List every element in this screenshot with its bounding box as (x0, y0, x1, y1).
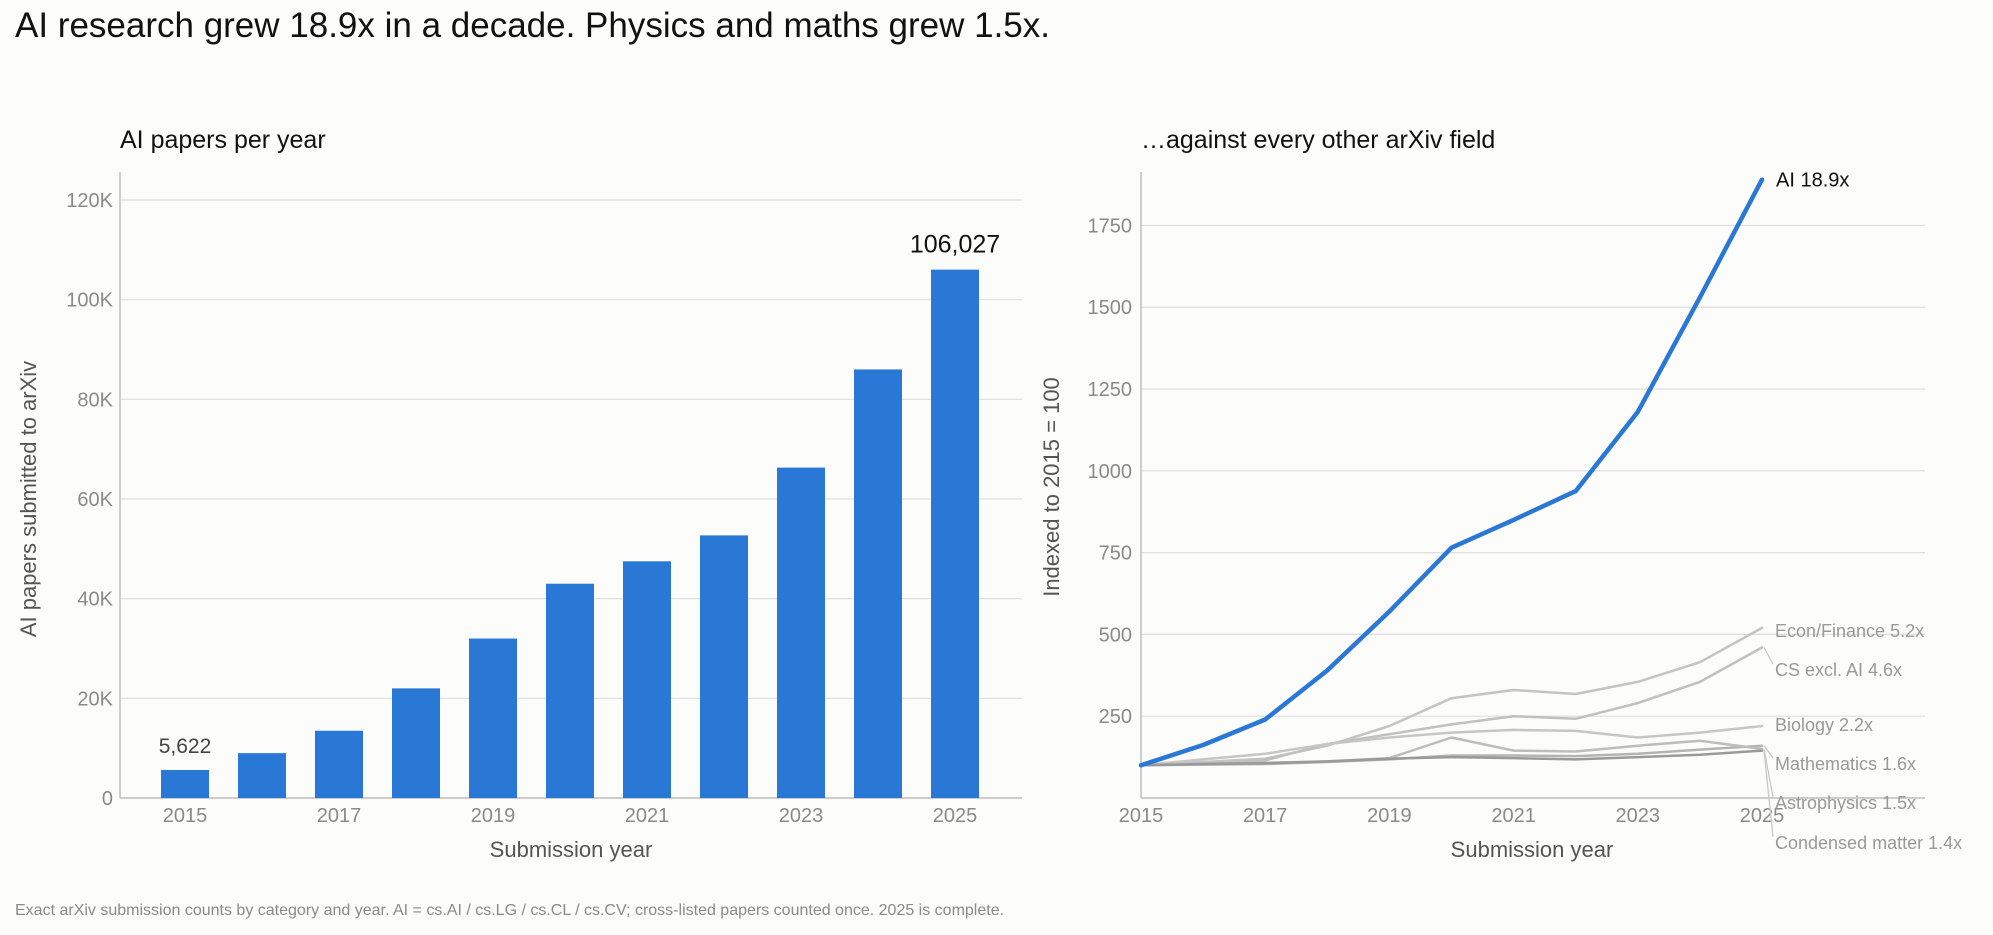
series-label: Mathematics 1.6x (1775, 754, 1916, 774)
y-tick-label: 500 (1099, 624, 1132, 646)
series-line (1139, 646, 1764, 767)
x-tick-label: 2019 (1367, 805, 1412, 827)
y-tick-label: 100K (66, 290, 113, 312)
bar (392, 688, 440, 798)
x-axis-title: Submission year (1451, 837, 1614, 862)
y-tick-label: 80K (77, 389, 113, 411)
y-tick-label: 1750 (1088, 215, 1133, 237)
y-tick-label: 1000 (1088, 461, 1133, 483)
x-tick-label: 2021 (625, 805, 670, 827)
x-tick-label: 2025 (1740, 805, 1785, 827)
leader-line (1763, 750, 1774, 838)
series-line (1139, 749, 1764, 767)
x-tick-label: 2015 (1119, 805, 1164, 827)
series-label: Biology 2.2x (1775, 715, 1873, 735)
x-tick-label: 2023 (779, 805, 824, 827)
bar (700, 535, 748, 798)
series-label-ai: AI 18.9x (1776, 170, 1849, 192)
x-tick-label: 2021 (1491, 805, 1536, 827)
footnote: Exact arXiv submission counts by categor… (15, 902, 1005, 919)
x-tick-label: 2017 (317, 805, 362, 827)
y-tick-label: 120K (66, 190, 113, 212)
y-axis-title: Indexed to 2015 = 100 (1039, 377, 1064, 597)
bar (931, 269, 979, 799)
y-axis-title: AI papers submitted to arXiv (16, 361, 41, 637)
series-label: CS excl. AI 4.6x (1775, 660, 1902, 680)
series-label: Condensed matter 1.4x (1775, 833, 1962, 853)
y-tick-label: 20K (77, 688, 113, 710)
headline: AI research grew 18.9x in a decade. Phys… (15, 6, 1050, 45)
leader-line (1763, 748, 1774, 798)
line-chart-title: …against every other arXiv field (1141, 126, 1495, 154)
y-tick-label: 1250 (1088, 379, 1133, 401)
y-tick-label: 250 (1099, 706, 1132, 728)
y-tick-label: 750 (1099, 543, 1132, 565)
bar-data-label: 5,622 (159, 735, 212, 758)
series-line-ai (1138, 177, 1765, 768)
bar (315, 730, 363, 798)
series-label: Astrophysics 1.5x (1775, 793, 1916, 813)
bar (469, 638, 517, 798)
x-tick-label: 2023 (1616, 805, 1661, 827)
x-tick-label: 2025 (933, 805, 978, 827)
y-tick-label: 1500 (1088, 297, 1133, 319)
bar (623, 561, 671, 798)
leader-line (1763, 745, 1774, 759)
bar (854, 369, 902, 798)
bar-data-label: 106,027 (910, 231, 1000, 259)
x-tick-label: 2017 (1243, 805, 1288, 827)
series-line (1139, 626, 1764, 767)
series-line (1139, 724, 1764, 767)
x-tick-label: 2019 (471, 805, 516, 827)
series-label: Econ/Finance 5.2x (1775, 621, 1924, 641)
line-chart: …against every other arXiv field 250 500 75… (1039, 126, 1962, 862)
bar (777, 467, 825, 798)
bar (238, 753, 286, 798)
bar (546, 583, 594, 798)
bar-chart: AI papers per year 0 20K 40K 60K 80K 100K 120K 5… (16, 126, 1022, 862)
leader-line (1763, 647, 1774, 665)
x-tick-label: 2015 (163, 805, 208, 827)
y-tick-label: 0 (102, 788, 113, 810)
y-tick-label: 40K (77, 589, 113, 611)
y-tick-label: 60K (77, 489, 113, 511)
bar (161, 769, 209, 798)
x-axis-title: Submission year (490, 837, 653, 862)
bar-chart-title: AI papers per year (120, 126, 326, 154)
